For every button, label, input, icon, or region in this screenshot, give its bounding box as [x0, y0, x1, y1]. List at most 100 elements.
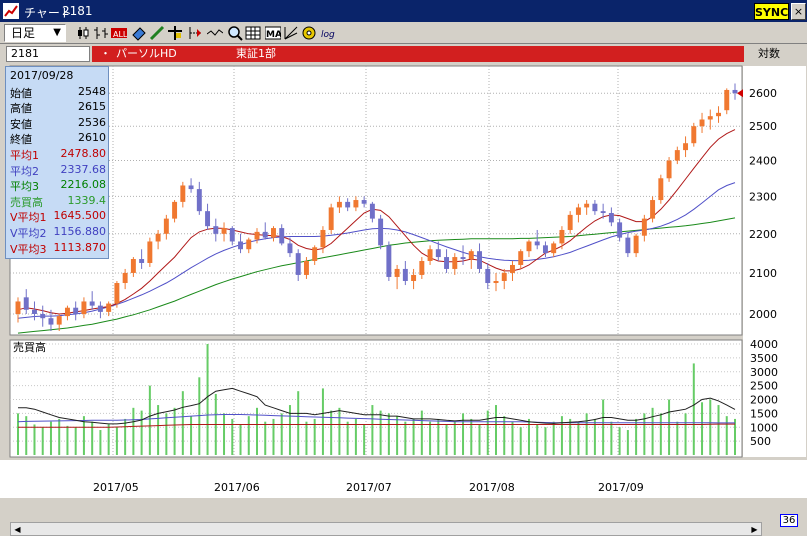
candle-body	[369, 203, 375, 219]
volume-bar	[453, 421, 456, 455]
candle-body	[427, 249, 433, 262]
volume-bar	[651, 407, 654, 455]
info-value: 1156.880	[53, 225, 107, 238]
eraser-tool-button[interactable]	[130, 24, 148, 42]
period-select[interactable]: 日足 ▼	[4, 24, 66, 42]
sync-button[interactable]: SYNC	[754, 3, 789, 20]
volume-bar	[99, 430, 102, 455]
close-button[interactable]: ×	[791, 3, 806, 20]
ma-tool-button[interactable]: MA	[264, 24, 282, 42]
trendline-tool-button[interactable]	[148, 24, 166, 42]
candle-body	[411, 274, 417, 281]
volume-bar	[618, 427, 621, 455]
info-row: 始値 2548	[10, 85, 106, 100]
candle-body	[435, 249, 441, 258]
candle-body	[732, 89, 738, 94]
volume-bar	[478, 424, 481, 455]
log-tool-button[interactable]: log	[320, 24, 338, 42]
info-value: 1339.4	[67, 193, 107, 207]
y-tick-label: 2500	[749, 120, 777, 133]
zoom-tool-button[interactable]	[226, 24, 244, 42]
crosshair-icon	[168, 26, 182, 40]
candle-body	[97, 305, 103, 312]
y-tick-label: 2200	[749, 228, 777, 241]
all-tool-button[interactable]: ALL	[110, 24, 128, 42]
code-field[interactable]: 2181	[6, 46, 90, 62]
info-row: V平均1 1645.500	[10, 209, 106, 224]
volume-bar	[305, 421, 308, 455]
ohlc-info-box: 2017/09/28 始値 2548 高値 2615 安値 2536 終値 2610 平均1 247…	[5, 66, 109, 259]
volume-bar	[198, 377, 201, 455]
candle-body	[378, 218, 384, 246]
info-label: 売買高	[10, 195, 43, 209]
volume-tick-label: 2500	[750, 380, 778, 393]
window-title: チャート	[24, 6, 72, 20]
grid-icon	[245, 26, 261, 40]
volume-bar	[371, 405, 374, 455]
settings-tool-button[interactable]	[300, 24, 318, 42]
candle-body	[48, 318, 54, 325]
ma1-line	[17, 129, 736, 315]
volume-bar	[420, 410, 423, 455]
candle-body	[221, 228, 227, 234]
line-chart-tool-button[interactable]	[92, 24, 110, 42]
volume-bar	[49, 421, 52, 455]
candle-body	[353, 200, 359, 208]
volume-tick-label: 2000	[750, 394, 778, 407]
volume-bar	[585, 413, 588, 455]
scale-icon	[189, 27, 201, 39]
y-tick-label: 2400	[749, 155, 777, 168]
candle-body	[188, 185, 194, 190]
fan-tool-button[interactable]	[282, 24, 300, 42]
candle-body	[617, 222, 623, 238]
candle-body	[485, 268, 491, 284]
volume-bar	[157, 405, 160, 455]
volume-bar	[610, 421, 613, 455]
candle-body	[73, 307, 79, 314]
volume-bar	[717, 405, 720, 455]
scroll-right-icon[interactable]: ▶	[751, 525, 758, 534]
candle-body	[650, 200, 656, 219]
bar-count-field[interactable]: 36	[780, 514, 798, 527]
chevron-down-icon: ▼	[53, 27, 61, 38]
scale-type-label[interactable]: 対数	[758, 47, 780, 60]
volume-bar	[676, 421, 679, 455]
volume-bar	[396, 416, 399, 455]
volume-bar	[124, 418, 127, 455]
candle-tool-button[interactable]	[74, 24, 92, 42]
info-label: 始値	[10, 86, 32, 100]
calendar-tool-button[interactable]	[244, 24, 262, 42]
volume-bar	[256, 407, 258, 455]
wave-tool-button[interactable]	[206, 24, 224, 42]
volume-bar	[321, 388, 324, 455]
chart-icon	[3, 3, 19, 19]
fan-icon	[284, 26, 298, 40]
candle-body	[394, 268, 400, 277]
candle-body	[163, 218, 169, 234]
horizontal-scrollbar[interactable]: ◀ ▶	[10, 522, 762, 536]
volume-bar	[74, 427, 77, 455]
log-icon: log	[321, 30, 335, 40]
candle-body	[32, 309, 37, 314]
crosshair-tool-button[interactable]	[166, 24, 184, 42]
candle-body	[452, 257, 458, 269]
bar-chart-icon	[94, 27, 108, 39]
pencil-icon	[149, 25, 165, 41]
info-row: V平均3 1113.870	[10, 241, 106, 256]
scroll-left-icon[interactable]: ◀	[14, 525, 21, 534]
candle-body	[320, 229, 326, 248]
volume-bar	[33, 424, 36, 455]
y-tick-label: 2600	[749, 87, 777, 100]
info-row: 平均1 2478.80	[10, 147, 106, 162]
volume-bar	[231, 418, 234, 455]
candle-body	[691, 126, 697, 144]
candle-body	[238, 241, 243, 250]
candle-body	[419, 261, 425, 275]
candle-body	[707, 116, 713, 120]
volume-bar	[692, 363, 695, 455]
scale-tool-button[interactable]	[186, 24, 204, 42]
candle-body	[155, 233, 161, 242]
info-label: V平均2	[10, 227, 47, 240]
chart-area[interactable]: 2017/05 2017/06 2017/07 2017/08 2017/09 2600 2…	[0, 63, 807, 536]
candle-body	[386, 245, 392, 277]
